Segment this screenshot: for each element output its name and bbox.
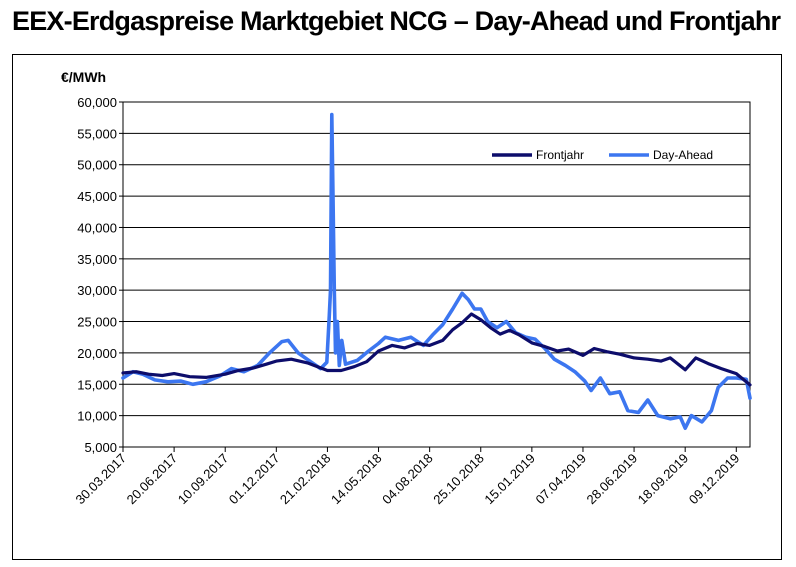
chart-frame	[12, 54, 782, 560]
legend-label: Frontjahr	[536, 148, 584, 162]
x-tick-label: 18.09.2019	[635, 451, 692, 508]
series-lines	[121, 112, 752, 430]
y-tick-label: 45,000	[77, 189, 117, 204]
x-tick-label: 15.01.2019	[481, 451, 538, 508]
x-tick-label: 28.06.2019	[584, 451, 641, 508]
y-tick-label: 20,000	[77, 346, 117, 361]
series-line-frontjahr	[121, 312, 752, 387]
x-tick-label: 09.12.2019	[686, 451, 743, 508]
y-axis-ticks: 5,000 10,000 15,000 20,000 25,000 30,000 35,00…	[77, 95, 123, 455]
x-tick-label: 20.06.2017	[124, 451, 181, 508]
y-tick-label: 15,000	[77, 377, 117, 392]
y-tick-label: 25,000	[77, 315, 117, 330]
plot-area	[122, 101, 751, 448]
y-tick-label: 50,000	[77, 158, 117, 173]
y-tick-label: 10,000	[77, 409, 117, 424]
y-axis-label: €/MWh	[61, 69, 106, 85]
x-tick-label: 01.12.2017	[226, 451, 283, 508]
y-tick-label: 40,000	[77, 220, 117, 235]
x-tick-label: 07.04.2019	[532, 451, 589, 508]
x-tick-label: 21.02.2018	[277, 451, 334, 508]
x-tick-label: 10.09.2017	[175, 451, 232, 508]
grid-lines	[123, 132, 750, 417]
y-tick-label: 55,000	[77, 126, 117, 141]
y-tick-label: 30,000	[77, 283, 117, 298]
y-tick-label: 5,000	[84, 440, 117, 455]
x-tick-label: 14.05.2018	[328, 451, 385, 508]
y-tick-label: 60,000	[77, 95, 117, 110]
series-line-day-ahead	[121, 112, 752, 430]
legend-label: Day-Ahead	[653, 148, 713, 162]
x-tick-label: 25.10.2018	[430, 451, 487, 508]
x-axis-ticks: 30.03.201720.06.201710.09.201701.12.2017…	[72, 447, 742, 507]
y-tick-label: 35,000	[77, 252, 117, 267]
x-tick-label: 04.08.2018	[379, 451, 436, 508]
x-tick-label: 30.03.2017	[72, 451, 129, 508]
chart-title: EEX-Erdgaspreise Marktgebiet NCG – Day-A…	[12, 6, 781, 36]
legend: Frontjahr Day-Ahead	[492, 148, 713, 162]
